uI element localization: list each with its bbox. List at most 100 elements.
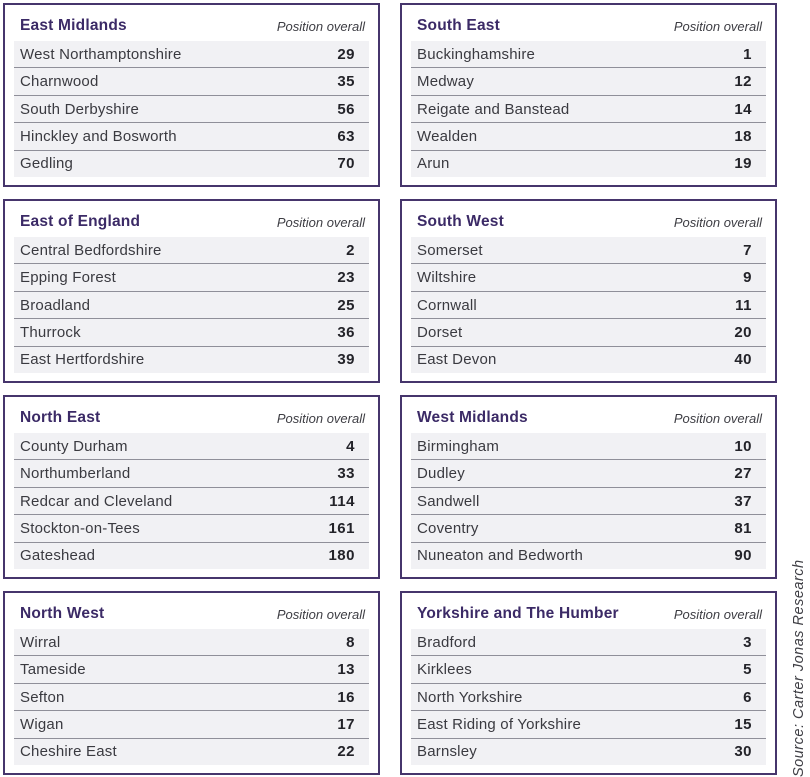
table-row: East Devon 40 bbox=[411, 345, 766, 374]
position-value: 40 bbox=[734, 351, 752, 369]
position-value: 18 bbox=[734, 127, 752, 145]
position-value: 17 bbox=[337, 715, 355, 733]
area-name: Wiltshire bbox=[417, 269, 477, 287]
table-row: Wiltshire 9 bbox=[411, 263, 766, 291]
panel-rows: Buckinghamshire 1 Medway 12 Reigate and Ba… bbox=[411, 41, 766, 178]
position-value: 5 bbox=[743, 661, 752, 679]
table-row: Epping Forest 23 bbox=[14, 263, 369, 291]
position-value: 16 bbox=[337, 688, 355, 706]
position-value: 35 bbox=[337, 73, 355, 91]
position-value: 70 bbox=[337, 155, 355, 173]
table-row: Wirral 8 bbox=[14, 629, 369, 656]
table-row: Buckinghamshire 1 bbox=[411, 41, 766, 68]
position-value: 13 bbox=[337, 661, 355, 679]
position-value: 3 bbox=[743, 633, 752, 651]
position-value: 180 bbox=[328, 547, 355, 565]
position-value: 56 bbox=[337, 100, 355, 118]
region-title: North East bbox=[20, 409, 101, 426]
area-name: Sefton bbox=[20, 688, 65, 706]
table-row: South Derbyshire 56 bbox=[14, 94, 369, 123]
panel-rows: Birmingham 10 Dudley 27 Sandwell 37 Coventr… bbox=[411, 433, 766, 570]
area-name: Bradford bbox=[417, 633, 477, 651]
table-row: Birmingham 10 bbox=[411, 433, 766, 460]
area-name: Coventry bbox=[417, 519, 479, 537]
table-row: Tameside 13 bbox=[14, 655, 369, 683]
position-value: 29 bbox=[337, 45, 355, 63]
table-row: Dudley 27 bbox=[411, 459, 766, 487]
table-row: Medway 12 bbox=[411, 67, 766, 95]
table-row: Charnwood 35 bbox=[14, 67, 369, 95]
source-credit: Source: Carter Jonas Research bbox=[791, 559, 807, 777]
area-name: Somerset bbox=[417, 241, 483, 259]
position-value: 10 bbox=[734, 437, 752, 455]
region-panel-east-of-england: East of England Position overall Central… bbox=[3, 199, 380, 383]
table-row: Thurrock 36 bbox=[14, 318, 369, 346]
area-name: Cornwall bbox=[417, 296, 477, 314]
table-row: Nuneaton and Bedworth 90 bbox=[411, 541, 766, 570]
panel-header: East Midlands Position overall bbox=[14, 11, 369, 41]
area-name: Hinckley and Bosworth bbox=[20, 127, 177, 145]
position-overall-label: Position overall bbox=[276, 606, 365, 622]
position-overall-label: Position overall bbox=[673, 410, 762, 426]
region-panel-north-east: North East Position overall County Durha… bbox=[3, 395, 380, 579]
panel-rows: Central Bedfordshire 2 Epping Forest 23 Br… bbox=[14, 237, 369, 374]
panel-header: North West Position overall bbox=[14, 599, 369, 629]
position-overall-label: Position overall bbox=[276, 214, 365, 230]
position-value: 23 bbox=[337, 269, 355, 287]
table-row: Reigate and Banstead 14 bbox=[411, 94, 766, 123]
area-name: Birmingham bbox=[417, 437, 500, 455]
table-row: Broadland 25 bbox=[14, 290, 369, 319]
table-row: Kirklees 5 bbox=[411, 655, 766, 683]
table-row: Northumberland 33 bbox=[14, 459, 369, 487]
area-name: Dudley bbox=[417, 465, 465, 483]
table-row: Hinckley and Bosworth 63 bbox=[14, 122, 369, 150]
table-row: Cornwall 11 bbox=[411, 290, 766, 319]
area-name: Broadland bbox=[20, 296, 91, 314]
area-name: Gateshead bbox=[20, 547, 96, 565]
table-row: Gateshead 180 bbox=[14, 541, 369, 570]
position-value: 25 bbox=[337, 296, 355, 314]
area-name: Gedling bbox=[20, 155, 74, 173]
area-name: County Durham bbox=[20, 437, 128, 455]
position-value: 22 bbox=[337, 743, 355, 761]
position-value: 9 bbox=[743, 269, 752, 287]
position-value: 161 bbox=[328, 519, 355, 537]
position-value: 20 bbox=[734, 323, 752, 341]
region-panel-west-midlands: West Midlands Position overall Birmingha… bbox=[400, 395, 777, 579]
position-value: 39 bbox=[337, 351, 355, 369]
region-panel-east-midlands: East Midlands Position overall West Nort… bbox=[3, 3, 380, 187]
region-panel-south-east: South East Position overall Buckinghamsh… bbox=[400, 3, 777, 187]
panel-header: Yorkshire and The Humber Position overal… bbox=[411, 599, 766, 629]
table-row: Stockton-on-Tees 161 bbox=[14, 514, 369, 542]
area-name: Redcar and Cleveland bbox=[20, 492, 173, 510]
region-title: North West bbox=[20, 605, 105, 622]
area-name: East Riding of Yorkshire bbox=[417, 715, 582, 733]
table-row: Cheshire East 22 bbox=[14, 737, 369, 766]
area-name: Thurrock bbox=[20, 323, 81, 341]
area-name: Central Bedfordshire bbox=[20, 241, 162, 259]
area-name: South Derbyshire bbox=[20, 100, 140, 118]
panel-rows: County Durham 4 Northumberland 33 Redcar a… bbox=[14, 433, 369, 570]
area-name: Medway bbox=[417, 73, 475, 91]
table-row: Wigan 17 bbox=[14, 710, 369, 738]
position-overall-label: Position overall bbox=[673, 606, 762, 622]
region-title: West Midlands bbox=[417, 409, 528, 426]
region-title: South East bbox=[417, 17, 500, 34]
table-row: Somerset 7 bbox=[411, 237, 766, 264]
table-row: East Riding of Yorkshire 15 bbox=[411, 710, 766, 738]
table-row: Sandwell 37 bbox=[411, 486, 766, 515]
area-name: East Hertfordshire bbox=[20, 351, 145, 369]
table-row: East Hertfordshire 39 bbox=[14, 345, 369, 374]
region-title: East of England bbox=[20, 213, 141, 230]
area-name: Epping Forest bbox=[20, 269, 116, 287]
panel-header: East of England Position overall bbox=[14, 207, 369, 237]
table-row: West Northamptonshire 29 bbox=[14, 41, 369, 68]
position-value: 4 bbox=[346, 437, 355, 455]
table-row: Dorset 20 bbox=[411, 318, 766, 346]
area-name: Dorset bbox=[417, 323, 463, 341]
table-row: Coventry 81 bbox=[411, 514, 766, 542]
position-value: 36 bbox=[337, 323, 355, 341]
area-name: Buckinghamshire bbox=[417, 45, 536, 63]
panel-header: South West Position overall bbox=[411, 207, 766, 237]
area-name: Arun bbox=[417, 155, 450, 173]
